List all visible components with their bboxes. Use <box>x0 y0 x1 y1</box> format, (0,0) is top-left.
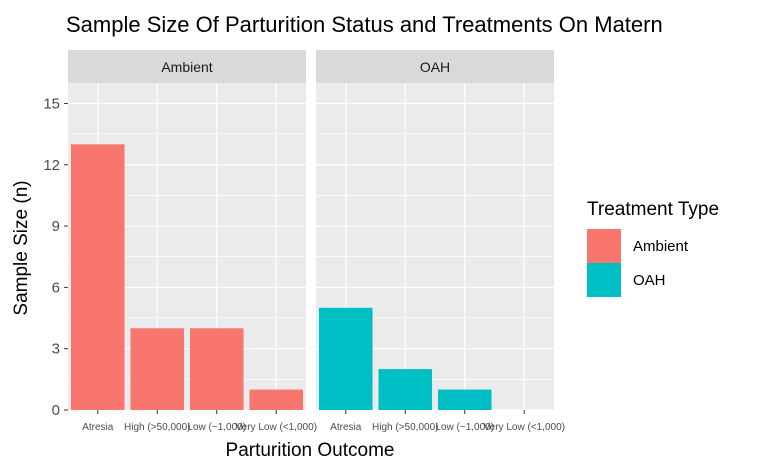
panel-ambient: Ambient Atresia High (>50,000)Low (~1,000)… <box>68 50 317 433</box>
x-tick-label: Very Low (<1,000) <box>484 422 565 433</box>
facet-strip <box>68 50 306 83</box>
x-tick-label: Very Low (<1,000) <box>236 422 317 433</box>
x-tick-label: Atresia <box>330 422 362 433</box>
y-tick-label: 12 <box>43 157 60 174</box>
facet-strip-label: Ambient <box>161 59 212 75</box>
x-tick-label: High (>50,000) <box>372 422 438 433</box>
y-axis: 0 3 6 9 12 15 <box>43 95 68 419</box>
bar-ambient-1 <box>130 328 185 410</box>
y-tick-label: 15 <box>43 95 60 112</box>
legend-key-oah <box>587 263 621 297</box>
legend-label-ambient: Ambient <box>633 238 689 255</box>
bar-ambient-3 <box>249 389 304 410</box>
bar-oah-0 <box>318 307 373 410</box>
bar-ambient-0 <box>70 144 125 410</box>
y-tick-label: 3 <box>52 341 60 358</box>
x-axis-title: Parturition Outcome <box>226 440 395 461</box>
legend-key-ambient <box>587 229 621 263</box>
panel-oah: OAH Atresia High (>50,000)Low (~1,000)Very… <box>316 50 565 433</box>
legend-label-oah: OAH <box>633 272 666 289</box>
x-tick-label: Low (~1,000) <box>435 422 494 433</box>
legend-title: Treatment Type <box>587 199 719 220</box>
x-tick-label: Low (~1,000) <box>187 422 246 433</box>
bar-oah-2 <box>437 389 492 410</box>
y-tick-label: 9 <box>52 218 60 235</box>
facet-strip <box>316 50 554 83</box>
y-tick-label: 0 <box>52 402 60 419</box>
facet-strip-label: OAH <box>420 59 450 75</box>
y-tick-label: 6 <box>52 279 60 296</box>
x-tick-label: High (>50,000) <box>124 422 190 433</box>
y-axis-title: Sample Size (n) <box>11 180 32 315</box>
legend: Treatment Type Ambient OAH <box>587 199 719 297</box>
x-tick-label: Atresia <box>82 422 114 433</box>
bar-ambient-2 <box>189 328 244 410</box>
bar-oah-1 <box>378 369 433 410</box>
chart-title: Sample Size Of Parturition Status and Tr… <box>66 12 663 37</box>
